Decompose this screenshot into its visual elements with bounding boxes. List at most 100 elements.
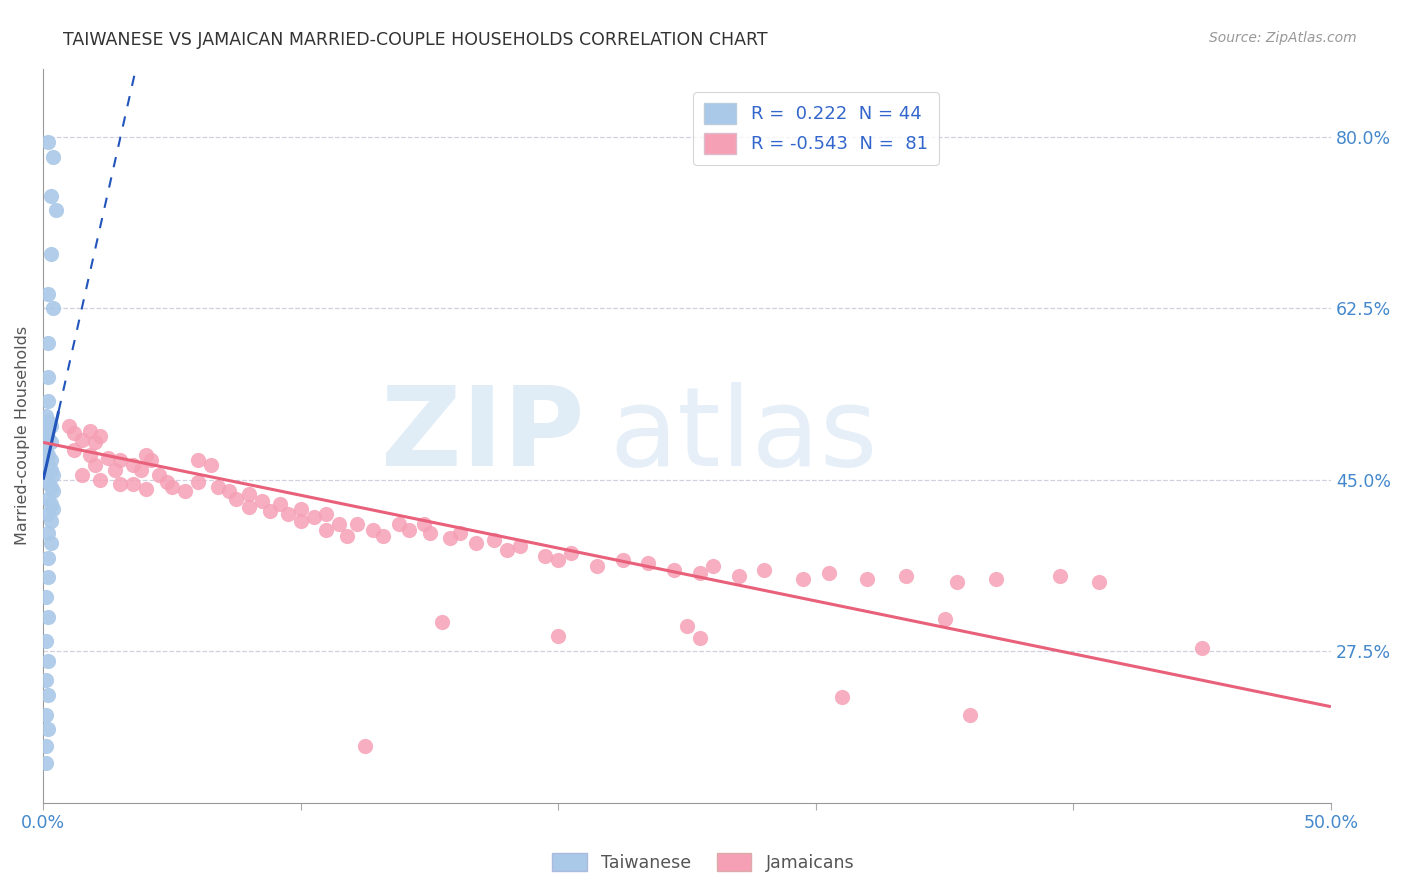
Text: atlas: atlas: [610, 382, 879, 489]
Point: [689, 566, 711, 580]
Point: [135, 483, 157, 497]
Point: [398, 524, 420, 538]
Point: [42, 484, 65, 499]
Point: [141, 453, 163, 467]
Point: [225, 492, 247, 507]
Point: [315, 507, 337, 521]
Point: [373, 529, 395, 543]
Point: [346, 516, 368, 531]
Point: [39, 463, 62, 477]
Point: [35, 425, 58, 440]
Point: [37, 432, 59, 446]
Point: [207, 480, 229, 494]
Point: [39, 536, 62, 550]
Point: [586, 558, 609, 573]
Text: ZIP: ZIP: [381, 382, 583, 489]
Point: [42, 301, 65, 316]
Point: [662, 563, 685, 577]
Point: [89, 428, 111, 442]
Point: [79, 424, 101, 438]
Point: [39, 453, 62, 467]
Point: [676, 619, 699, 633]
Point: [187, 475, 209, 489]
Point: [37, 448, 59, 462]
Point: [482, 533, 505, 548]
Point: [39, 188, 62, 202]
Point: [135, 448, 157, 462]
Point: [269, 497, 291, 511]
Point: [1191, 640, 1213, 655]
Point: [35, 756, 58, 771]
Point: [37, 394, 59, 409]
Point: [35, 443, 58, 458]
Point: [290, 502, 312, 516]
Point: [534, 549, 557, 563]
Point: [290, 514, 312, 528]
Point: [89, 473, 111, 487]
Point: [1088, 575, 1111, 590]
Point: [110, 453, 132, 467]
Point: [35, 590, 58, 604]
Point: [547, 553, 569, 567]
Point: [328, 516, 350, 531]
Point: [218, 484, 240, 499]
Text: TAIWANESE VS JAMAICAN MARRIED-COUPLE HOUSEHOLDS CORRELATION CHART: TAIWANESE VS JAMAICAN MARRIED-COUPLE HOU…: [63, 31, 768, 49]
Point: [37, 550, 59, 565]
Point: [122, 477, 145, 491]
Point: [238, 487, 260, 501]
Point: [104, 463, 127, 477]
Point: [792, 573, 814, 587]
Point: [984, 573, 1007, 587]
Point: [70, 467, 93, 482]
Point: [547, 629, 569, 643]
Point: [110, 477, 132, 491]
Point: [79, 448, 101, 462]
Point: [856, 573, 879, 587]
Point: [702, 558, 724, 573]
Point: [37, 507, 59, 521]
Point: [37, 286, 59, 301]
Point: [637, 556, 659, 570]
Point: [187, 453, 209, 467]
Point: [37, 688, 59, 702]
Point: [160, 480, 183, 494]
Point: [39, 418, 62, 433]
Point: [42, 150, 65, 164]
Point: [37, 475, 59, 489]
Point: [934, 611, 956, 625]
Point: [831, 690, 853, 704]
Point: [413, 516, 436, 531]
Point: [39, 514, 62, 528]
Point: [238, 500, 260, 514]
Point: [83, 435, 105, 450]
Point: [612, 553, 634, 567]
Point: [560, 546, 582, 560]
Point: [39, 247, 62, 261]
Point: [37, 414, 59, 428]
Point: [42, 502, 65, 516]
Point: [727, 568, 749, 582]
Point: [449, 526, 471, 541]
Point: [35, 707, 58, 722]
Point: [37, 492, 59, 507]
Point: [354, 739, 377, 753]
Point: [122, 458, 145, 472]
Point: [39, 435, 62, 450]
Point: [35, 634, 58, 648]
Point: [250, 494, 273, 508]
Point: [37, 722, 59, 736]
Point: [37, 609, 59, 624]
Point: [464, 536, 486, 550]
Point: [37, 135, 59, 149]
Point: [509, 539, 531, 553]
Point: [35, 739, 58, 753]
Y-axis label: Married-couple Households: Married-couple Households: [15, 326, 30, 545]
Point: [37, 369, 59, 384]
Point: [39, 497, 62, 511]
Point: [439, 532, 461, 546]
Point: [361, 524, 384, 538]
Point: [42, 467, 65, 482]
Point: [336, 529, 359, 543]
Point: [277, 507, 299, 521]
Point: [37, 458, 59, 472]
